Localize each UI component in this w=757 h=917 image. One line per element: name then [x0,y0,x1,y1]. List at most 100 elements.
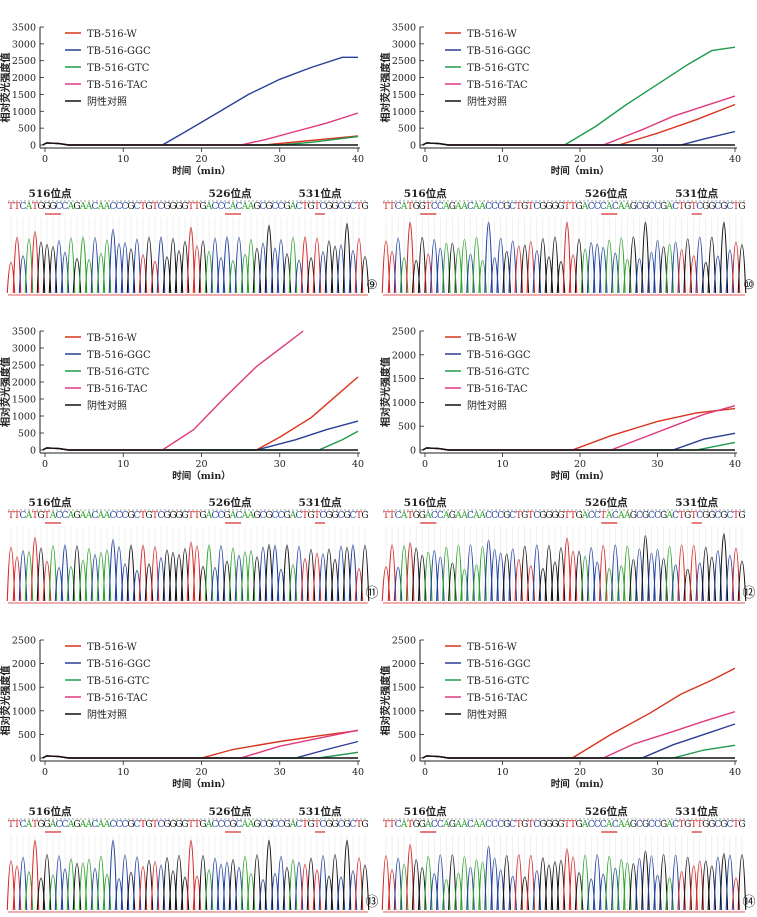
base-letter: A [25,820,33,830]
base-letter: C [218,202,225,212]
legend-label: TB-516-W [467,642,518,653]
x-tick-label: 30 [651,767,663,778]
x-tick-label: 40 [352,767,364,778]
base-letter: C [594,202,601,212]
base-letter: T [188,202,194,212]
legend-label: 阴性对照 [467,399,507,412]
base-letter: C [654,511,661,521]
base-letter: A [67,820,75,830]
base-letter: T [733,511,739,521]
base-letter: G [738,202,745,212]
base-letter: T [389,511,395,521]
base-letter: A [454,511,462,521]
base-letter: G [708,202,715,212]
base-letter: A [623,820,631,830]
base-letter: G [539,511,546,521]
base-letter: C [296,511,303,521]
legend-label: TB-516-W [87,642,138,653]
legend-label: TB-516-W [467,29,518,40]
y-tick-label: 2000 [12,73,36,84]
base-letter: C [338,820,345,830]
base-letter: C [672,511,679,521]
base-letter: G [702,202,709,212]
base-letter: G [660,202,667,212]
base-letter: G [343,820,350,830]
base-letter: C [431,202,438,212]
legend-label: TB-516-GTC [87,63,150,74]
chart-panel-14: 0 500 1000 1500 2000 2500 0 10 20 30 40 时间（min） 相对荧光… [379,636,756,913]
base-letter: G [738,820,745,830]
base-letter: T [14,511,20,521]
base-letter: T [302,202,308,212]
base-letter: A [454,202,462,212]
y-tick-label: 2500 [392,327,416,338]
base-letter: C [533,511,540,521]
base-letter: C [134,202,141,212]
base-letter: C [533,202,540,212]
base-letter: G [557,202,564,212]
y-tick-label: 2500 [12,56,36,67]
base-letter: A [478,820,486,830]
base-letter: G [127,820,134,830]
base-letter: C [338,511,345,521]
y-axis-label: 相对荧光强度值 [0,357,12,427]
base-letter: C [437,820,444,830]
base-letter: G [223,511,230,521]
base-letter: T [691,202,697,212]
legend-label: TB-516-GGC [87,350,151,361]
base-letter: C [278,202,285,212]
base-letter: C [260,202,267,212]
y-tick-label: 2500 [12,361,36,372]
base-letter: G [181,511,188,521]
site-label: 516位点 [29,805,72,818]
series-line-阴性对照 [42,755,358,759]
base-letter: C [92,202,99,212]
base-letter: A [49,511,57,521]
base-letter: G [265,202,272,212]
x-tick-label: 30 [651,459,663,470]
y-tick-label: 2500 [392,56,416,67]
x-tick-label: 0 [422,154,428,165]
panel-number: ⑬ [365,895,378,910]
base-letter: T [194,820,200,830]
base-letter: G [127,511,134,521]
y-axis-label: 相对荧光强度值 [0,666,12,736]
base-letter: G [413,202,420,212]
base-letter: T [528,511,534,521]
base-letter: T [356,202,362,212]
base-letter: C [224,202,231,212]
base-letter: C [62,511,69,521]
base-letter: A [97,202,105,212]
base-letter: G [503,511,510,521]
base-letter: A [79,511,87,521]
base-letter: A [623,202,631,212]
base-letter: A [247,820,255,830]
base-letter: G [283,511,290,521]
base-letter: C [260,511,267,521]
base-letter: G [708,511,715,521]
base-letter: G [738,511,745,521]
base-letter: C [726,820,733,830]
base-letter: A [67,202,75,212]
chart-panel-12: 0 500 1000 1500 2000 2500 0 10 20 30 40 时间（min） 相对荧光… [379,327,756,604]
site-label: 526位点 [209,187,252,200]
chart-panel-11: 0 500 1000 1500 2000 2500 3000 3500 0 10 20 30 40 时间（… [0,327,379,604]
legend-label: 阴性对照 [87,399,127,412]
base-letter: G [575,820,582,830]
series-line-阴性对照 [422,755,735,759]
base-letter: C [509,202,516,212]
x-tick-label: 20 [195,154,207,165]
base-letter: C [236,820,243,830]
base-letter: C [497,820,504,830]
base-letter: C [158,511,165,521]
chart-panel-9: 0 500 1000 1500 2000 2500 3000 3500 0 10 20 30 40 时间（… [0,23,378,296]
base-letter: T [383,511,389,521]
base-letter: G [551,820,558,830]
base-letter: A [241,202,249,212]
base-letter: C [56,511,63,521]
base-letter: G [557,511,564,521]
y-tick-label: 500 [18,429,36,440]
base-letter: G [449,511,456,521]
